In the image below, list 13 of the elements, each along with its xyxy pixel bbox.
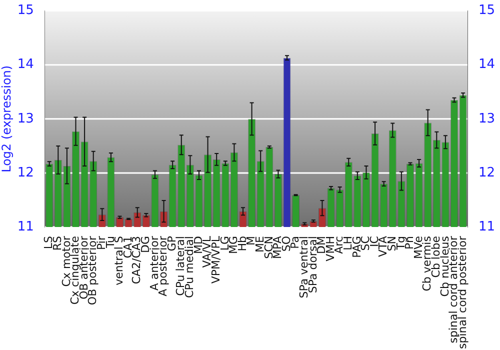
y-axis-title: Log2 (expression) [0, 65, 14, 172]
y2-tick-label: 11 [478, 219, 496, 234]
y-tick-label: 14 [17, 57, 34, 72]
y2-tick-label: 12 [478, 165, 496, 180]
x-tick-label: OB posterior [86, 236, 100, 306]
y-tick-label: 13 [17, 111, 34, 126]
y-tick-label: 11 [17, 219, 34, 234]
y2-tick-label: 13 [478, 111, 496, 126]
y-tick-label: 12 [17, 165, 34, 180]
x-tick-label: A posterior [156, 236, 170, 296]
y-tick-label: 15 [17, 3, 34, 18]
y2-tick-label: 15 [478, 3, 496, 18]
y2-tick-label: 14 [478, 57, 496, 72]
